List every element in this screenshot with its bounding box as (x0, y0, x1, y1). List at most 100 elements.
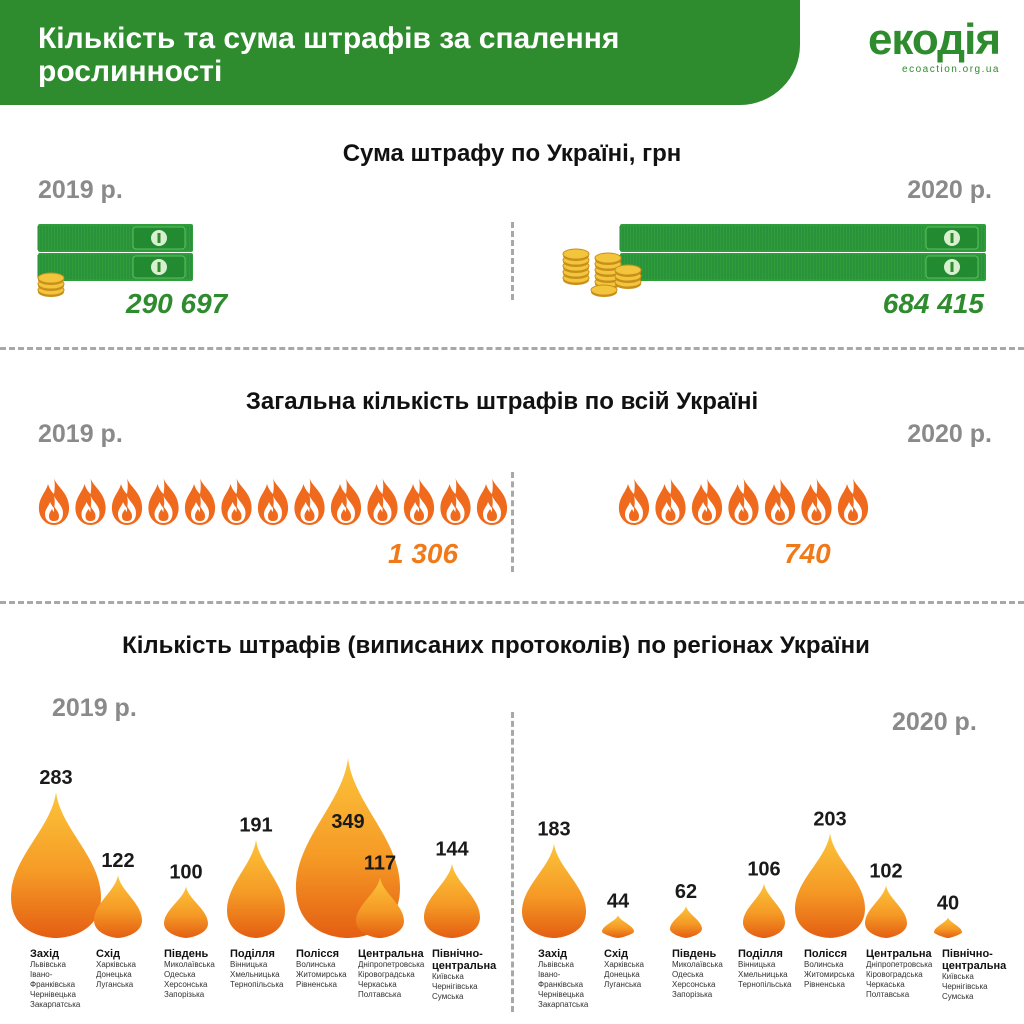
count-year-2019: 2019 р. (38, 420, 123, 448)
flame-icon (403, 478, 435, 525)
region-name: Захід (538, 948, 568, 960)
count-year-2020: 2020 р. (907, 420, 992, 448)
region-label-2019-2: Південь Миколаївська Одеська Херсонська Запо… (164, 948, 215, 1000)
oblast-name: Львівська (538, 960, 574, 969)
divider-vertical (511, 222, 514, 300)
oblast-name: Київська (432, 972, 464, 981)
data-label: 102 (869, 860, 902, 882)
logo-url: ecoaction.org.ua (902, 64, 1000, 75)
data-label: 100 (169, 861, 202, 883)
oblast-name: Донецька (96, 970, 132, 979)
oblast-name: Харківська (604, 960, 644, 969)
banknote-stack-icon (619, 224, 986, 281)
coin-stack-icon (594, 252, 622, 289)
sum-value-2019: 290 697 (126, 288, 228, 319)
flame-bar-2019-0 (11, 792, 101, 938)
region-label-2020-5: Центральна Дніпропетровська Кіровоградська… (866, 948, 932, 1000)
region-label-2019-1: Схід Харківська Донецька Луганська (96, 948, 136, 990)
region-label-2019-0: Захід Львівська Івано- Франківська Чернівець… (30, 948, 80, 1010)
oblast-name: Дніпропетровська (866, 960, 933, 969)
region-label-2020-2: Південь Миколаївська Одеська Херсонська Запо… (672, 948, 723, 1000)
flame-bar-2019-2 (164, 886, 208, 938)
data-label: 117 (364, 853, 396, 875)
region-name: Захід (30, 948, 60, 960)
flame-bar-2020-4 (795, 833, 865, 938)
region-label-2020-6: Північно-центральна Київська Чернігівська С… (942, 948, 1006, 1002)
flame-icon (728, 478, 759, 525)
flame-bar-2019-1 (94, 875, 142, 938)
sum-year-2019: 2019 р. (38, 176, 123, 204)
region-name: Поділля (738, 948, 783, 960)
region-name: Поділля (230, 948, 275, 960)
flame-icon (75, 478, 106, 525)
flame-icon (440, 478, 471, 525)
section-divider (0, 601, 1024, 604)
flame-icon (257, 478, 289, 525)
oblast-name: Хмельницька (738, 970, 788, 979)
region-label-2019-5: Центральна Дніпропетровська Кіровоградська… (358, 948, 424, 1000)
oblast-name: Дніпропетровська (358, 960, 425, 969)
flame-icon (655, 478, 686, 525)
section-divider (0, 347, 1024, 350)
count-value-2019: 1 306 (388, 538, 459, 569)
sum-section-title: Сума штрафу по Україні, грн (342, 140, 682, 167)
oblast-name: Івано- (538, 970, 561, 979)
oblast-name: Франківська (538, 980, 584, 989)
flame-bar-2019-3 (227, 839, 285, 938)
regions-year-2020: 2020 р. (892, 708, 977, 736)
oblast-name: Київська (942, 972, 974, 981)
oblast-name: Херсонська (164, 980, 208, 989)
data-label: 62 (675, 881, 697, 903)
region-label-2019-4: Полісся Волинська Житомирська Рівненська (296, 948, 347, 990)
oblast-name: Сумська (432, 992, 464, 1001)
oblast-name: Луганська (96, 980, 134, 989)
data-label: 191 (239, 814, 272, 836)
flame-icon (476, 478, 508, 525)
coin-stack-icon (590, 284, 618, 297)
oblast-name: Одеська (672, 970, 704, 979)
oblast-name: Закарпатська (30, 1000, 81, 1009)
oblast-name: Франківська (30, 980, 76, 989)
coin-stack-icon (37, 272, 65, 297)
oblast-name: Рівненська (296, 980, 337, 989)
region-name: Південь (164, 948, 209, 960)
region-name: Полісся (804, 948, 848, 960)
flame-bar-2020-5 (865, 885, 907, 938)
region-name: Південь (672, 948, 717, 960)
oblast-name: Одеська (164, 970, 196, 979)
oblast-name: Чернівецька (538, 990, 584, 999)
page-title: Кількість та сума штрафів за спалення ро… (38, 22, 620, 88)
oblast-name: Запорізька (164, 990, 205, 999)
region-label-2020-0: Захід Львівська Івано- Франківська Чернівець… (538, 948, 588, 1010)
region-name: Північно-центральна (432, 948, 497, 972)
flame-icon (184, 478, 216, 525)
flame-icon (801, 478, 832, 525)
count-section-title: Загальна кількість штрафів по всій Украї… (245, 388, 759, 415)
oblast-name: Івано- (30, 970, 53, 979)
data-label: 183 (537, 819, 570, 841)
divider-vertical (511, 712, 514, 1012)
oblast-name: Волинська (296, 960, 336, 969)
data-label: 349 (331, 811, 364, 833)
flame-icon (367, 478, 398, 525)
coin-stack-icon (562, 248, 590, 285)
oblast-name: Житомирська (804, 970, 855, 979)
sum-value-2020: 684 415 (882, 288, 984, 319)
data-label: 44 (607, 890, 630, 912)
logo: екодія ecoaction.org.ua (850, 18, 1001, 76)
oblast-name: Чернігівська (942, 982, 988, 991)
data-label: 144 (435, 839, 469, 861)
flame-icon (764, 478, 796, 525)
oblast-name: Тернопільська (230, 980, 284, 989)
oblast-name: Чернігівська (432, 982, 478, 991)
oblast-name: Миколаївська (164, 960, 215, 969)
flame-icon (618, 478, 650, 525)
oblast-name: Кіровоградська (358, 970, 415, 979)
oblast-name: Харківська (96, 960, 136, 969)
flame-bar-2020-2 (670, 906, 702, 938)
region-name: Центральна (866, 948, 932, 960)
oblast-name: Чернівецька (30, 990, 76, 999)
oblast-name: Полтавська (866, 990, 910, 999)
oblast-name: Сумська (942, 992, 974, 1001)
flame-icon (221, 478, 252, 525)
